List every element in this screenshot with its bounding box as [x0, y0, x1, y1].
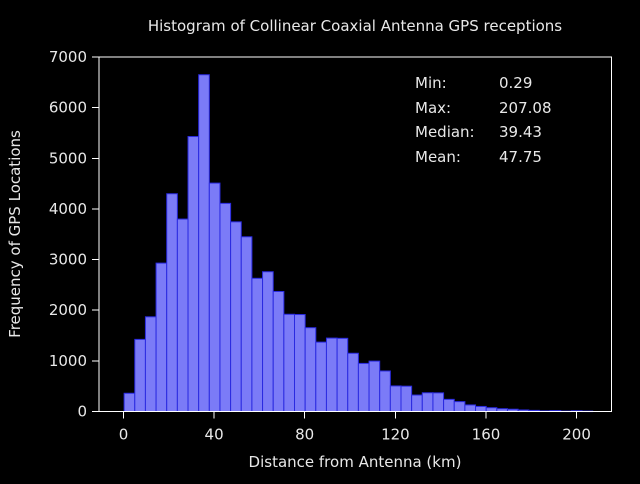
histogram-bar	[443, 398, 455, 413]
histogram-bar	[357, 362, 370, 413]
histogram-bar	[411, 394, 423, 413]
stats-label: Mean:	[415, 148, 461, 166]
histogram-bar	[325, 337, 338, 413]
histogram-bar	[230, 221, 242, 412]
y-tick-label: 5000	[49, 149, 87, 167]
histogram-bar	[198, 74, 210, 412]
stats-label: Median:	[415, 123, 475, 141]
histogram-bar	[315, 341, 327, 412]
histogram-bar	[421, 392, 434, 413]
histogram-bar	[155, 262, 168, 412]
histogram-bar	[176, 218, 189, 412]
x-tick-label: 160	[472, 426, 501, 444]
histogram-bar	[123, 392, 136, 412]
histogram-bar	[166, 193, 178, 412]
stats-annotation: Min: 0.29 Max: 207.08 Median: 39.43 Mean: 47.75	[415, 74, 552, 166]
histogram-bar	[283, 313, 296, 412]
histogram-bar	[475, 405, 487, 413]
histogram-bar	[379, 370, 391, 412]
histogram-bar	[134, 338, 146, 413]
histogram-bar	[389, 385, 402, 412]
histogram-bar	[347, 352, 359, 413]
histogram-bar	[336, 337, 349, 413]
histogram-bar	[219, 202, 232, 412]
stats-label: Max:	[415, 99, 451, 117]
x-tick-label: 120	[381, 426, 410, 444]
histogram-bar	[400, 385, 413, 412]
axes-frame	[98, 56, 612, 412]
x-tick-label: 40	[205, 426, 224, 444]
histogram-bar	[294, 314, 306, 412]
y-tick-label: 1000	[49, 352, 87, 370]
y-tick-label: 6000	[49, 99, 87, 117]
histogram-bar	[251, 277, 264, 412]
x-axis-label: Distance from Antenna (km)	[249, 453, 462, 471]
x-tick-label: 80	[295, 426, 314, 444]
y-tick-label: 7000	[49, 48, 87, 66]
x-tick-label: 0	[119, 426, 129, 444]
histogram-bar	[432, 392, 445, 412]
stats-value: 207.08	[499, 99, 552, 117]
histogram-bar	[304, 327, 317, 412]
histogram-bar	[368, 360, 381, 412]
stats-label: Min:	[415, 74, 447, 92]
y-tick-label: 3000	[49, 251, 87, 269]
histogram-bar	[272, 290, 285, 413]
histogram-bar	[240, 236, 253, 412]
histogram-bar	[208, 182, 221, 412]
stats-value: 47.75	[499, 148, 542, 166]
chart-title: Histogram of Collinear Coaxial Antenna G…	[148, 17, 562, 35]
y-tick-label: 4000	[49, 200, 87, 218]
histogram-bar	[485, 407, 498, 413]
histogram-bar	[144, 316, 157, 412]
histogram-bar	[453, 401, 466, 412]
x-tick-label: 200	[562, 426, 591, 444]
stats-value: 0.29	[499, 74, 532, 92]
y-tick-label: 2000	[49, 301, 87, 319]
ticks-layer: 0 40 80 120 160 20001000200030004000500060007…	[49, 48, 591, 444]
histogram-bar	[262, 271, 274, 413]
histogram-bar	[187, 136, 200, 412]
stats-value: 39.43	[499, 123, 542, 141]
histogram-bar	[464, 404, 477, 413]
y-tick-label: 0	[77, 403, 87, 421]
y-axis-label: Frequency of GPS Locations	[6, 130, 24, 338]
